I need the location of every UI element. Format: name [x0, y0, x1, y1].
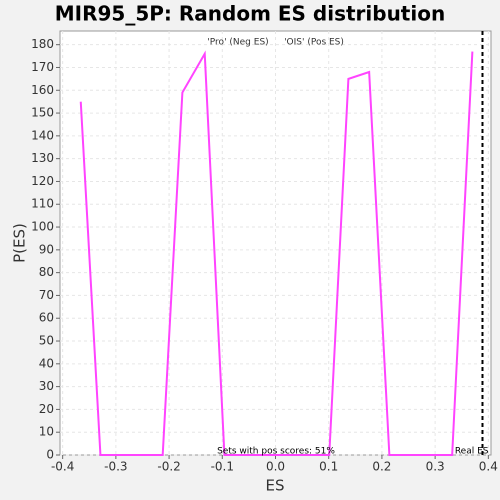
legend-entry: 'Pro' (Neg ES) [207, 38, 268, 48]
x-tick-label: 0.0 [266, 460, 285, 474]
y-tick-label: 40 [39, 356, 54, 370]
y-tick-label: 50 [39, 334, 54, 348]
y-tick-label: 30 [39, 379, 54, 393]
x-tick-label: -0.3 [104, 460, 127, 474]
y-tick-label: 170 [31, 60, 54, 74]
x-tick-label: 0.2 [372, 460, 391, 474]
y-tick-label: 180 [31, 37, 54, 51]
x-axis-label: ES [266, 477, 285, 495]
annotation: Sets with pos scores: 51% [217, 447, 335, 457]
y-tick-label: 160 [31, 83, 54, 97]
x-tick-label: 0.4 [479, 460, 498, 474]
y-tick-label: 100 [31, 220, 54, 234]
real-es-label: Real ES [455, 447, 489, 457]
y-tick-label: 80 [39, 265, 54, 279]
y-tick-label: 110 [31, 197, 54, 211]
y-tick-label: 10 [39, 425, 54, 439]
y-tick-label: 150 [31, 106, 54, 120]
legend-entry: 'OIS' (Pos ES) [284, 38, 344, 48]
y-tick-label: 120 [31, 174, 54, 188]
y-tick-label: 20 [39, 402, 54, 416]
chart-title: MIR95_5P: Random ES distribution [55, 2, 445, 26]
y-tick-label: 0 [46, 448, 54, 462]
y-tick-label: 60 [39, 311, 54, 325]
y-axis-label: P(ES) [11, 223, 29, 263]
x-tick-label: -0.1 [211, 460, 234, 474]
x-tick-label: -0.2 [157, 460, 180, 474]
y-tick-label: 140 [31, 128, 54, 142]
y-tick-label: 90 [39, 242, 54, 256]
data-line [79, 50, 474, 456]
y-tick-label: 130 [31, 151, 54, 165]
x-tick-label: 0.3 [426, 460, 445, 474]
x-tick-label: 0.1 [319, 460, 338, 474]
x-tick-label: -0.4 [51, 460, 74, 474]
y-tick-label: 70 [39, 288, 54, 302]
